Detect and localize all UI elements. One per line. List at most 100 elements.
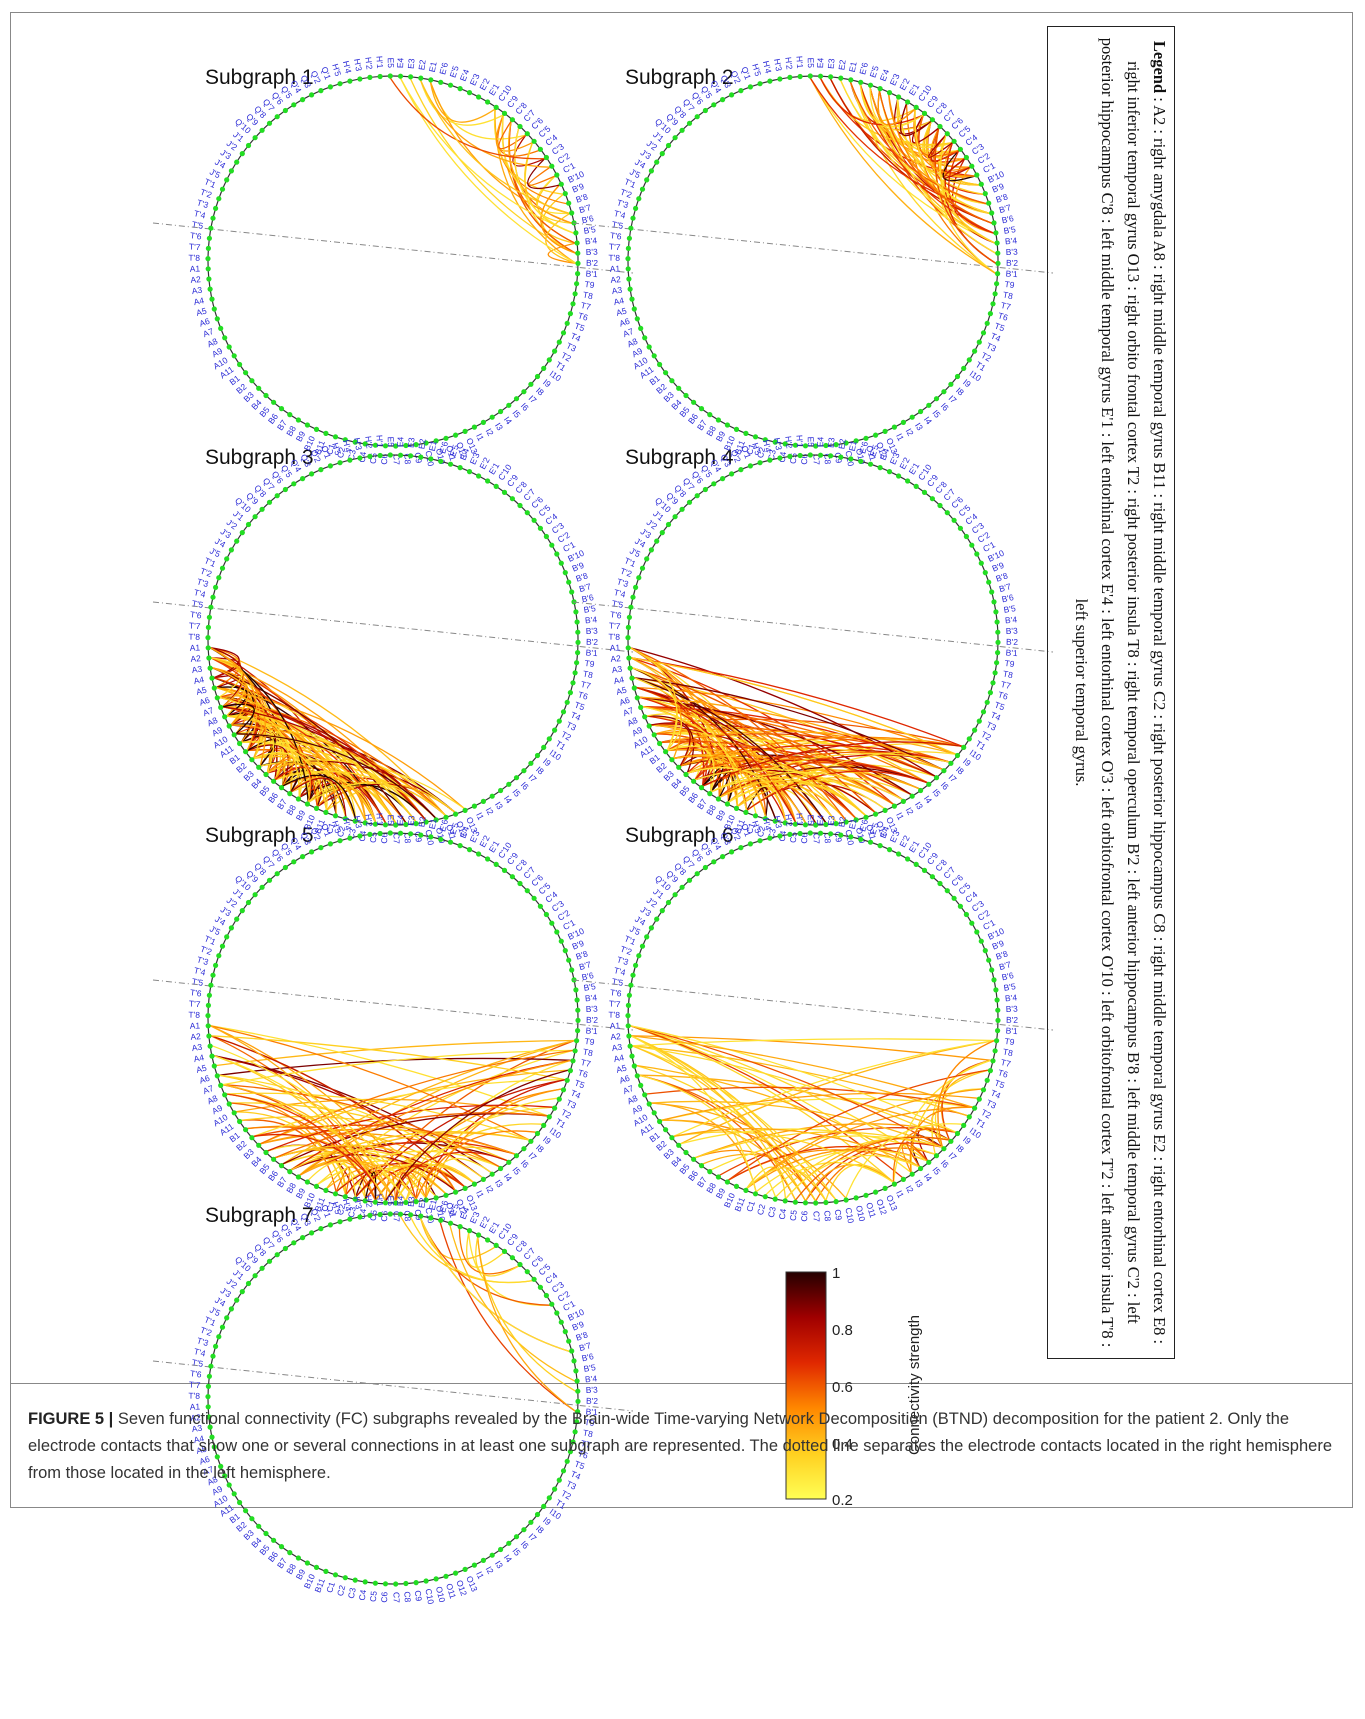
electrode-node: [886, 90, 893, 96]
electrode-label: T'2: [199, 566, 213, 579]
electrode-label: T'8: [608, 632, 620, 642]
electrode-node: [853, 817, 859, 823]
electrode-node: [205, 1394, 211, 1400]
electrode-node: [466, 469, 473, 475]
electrode-node: [403, 1580, 409, 1587]
electrode-node: [633, 962, 639, 969]
electrode-label: I4: [922, 415, 934, 427]
electrode-label: T7: [580, 679, 592, 691]
electrode-node: [994, 1038, 1000, 1044]
connection-arc: [316, 1150, 500, 1186]
electrode-node: [556, 1096, 562, 1102]
electrode-node: [372, 1580, 378, 1586]
electrode-label: A3: [611, 664, 623, 675]
electrode-node: [989, 210, 995, 216]
electrode-node: [309, 92, 315, 98]
connection-arc: [389, 77, 545, 160]
connection-arc: [825, 1164, 894, 1201]
connection-arc: [222, 1084, 500, 1168]
electrode-node: [642, 335, 648, 341]
electrode-node: [634, 695, 640, 701]
electrode-node: [413, 1580, 419, 1586]
electrode-node: [205, 635, 211, 641]
electrode-label: T'6: [190, 609, 203, 620]
electrode-node: [382, 1581, 389, 1587]
electrode-node: [408, 453, 414, 459]
electrode-node: [282, 486, 288, 493]
electrode-label: E'5: [448, 443, 461, 458]
electrode-node: [256, 1523, 262, 1529]
electrode-node: [228, 1306, 234, 1312]
electrode-node: [252, 135, 258, 141]
electrode-label: A4: [193, 1433, 206, 1445]
electrode-node: [347, 1216, 353, 1222]
electrode-label: B7: [275, 1556, 289, 1570]
electrode-node: [428, 1215, 434, 1221]
connection-arc: [661, 740, 894, 805]
electrode-node: [625, 1002, 632, 1009]
electrode-node: [772, 818, 778, 824]
electrode-node: [300, 1235, 306, 1241]
electrode-label: T'3: [616, 197, 630, 210]
electrode-label: T'5: [191, 219, 204, 231]
electrode-node: [287, 1169, 293, 1175]
electrode-label: E5: [386, 437, 396, 448]
electrode-node: [453, 1570, 459, 1576]
electrode-label: A9: [630, 724, 644, 738]
connection-arc: [632, 1045, 950, 1141]
electrode-label: A3: [611, 285, 623, 296]
electrode-node: [978, 938, 984, 944]
electrode-label: B'5: [583, 981, 597, 993]
electrode-node: [457, 843, 463, 849]
electrode-label: B'3: [1006, 1004, 1019, 1015]
connection-arc: [425, 1088, 562, 1199]
electrode-node: [266, 877, 273, 883]
electrode-label: T3: [985, 719, 999, 732]
electrode-node: [792, 1199, 799, 1205]
electrode-node: [957, 146, 964, 152]
electrode-node: [291, 102, 297, 108]
electrode-node: [423, 819, 429, 825]
electrode-node: [214, 1073, 220, 1079]
connection-arc: [210, 1025, 530, 1141]
electrode-node: [295, 796, 301, 802]
electrode-label: T'5: [191, 1357, 204, 1369]
connection-arc: [755, 1149, 928, 1193]
electrode-node: [802, 1200, 809, 1206]
electrode-node: [630, 972, 636, 978]
connection-arc: [226, 715, 417, 823]
electrode-node: [313, 1183, 320, 1189]
electrode-node: [282, 864, 288, 871]
electrode-node: [206, 1033, 212, 1039]
electrode-node: [228, 168, 234, 174]
electrode-node: [219, 565, 226, 571]
electrode-node: [558, 560, 564, 566]
electrode-node: [663, 370, 669, 376]
electrode-node: [792, 442, 799, 448]
electrode-node: [913, 104, 919, 110]
electrode-node: [921, 489, 928, 495]
electrode-node: [560, 709, 567, 715]
electrode-label: A1: [610, 1020, 621, 1030]
electrode-label: B'8: [575, 1329, 590, 1342]
electrode-label: T'1: [203, 176, 218, 190]
electrode-label: T4: [569, 1088, 582, 1101]
hemisphere-divider: [152, 222, 634, 274]
electrode-label: C4: [357, 1589, 369, 1602]
connection-arc: [210, 1025, 548, 1117]
figure-caption: FIGURE 5 | Seven functional connectivity…: [28, 1406, 1338, 1487]
electrode-label: T'2: [619, 944, 633, 957]
electrode-node: [224, 556, 230, 562]
electrode-node: [636, 196, 642, 202]
electrode-node: [552, 727, 558, 733]
electrode-label: T5: [573, 1078, 586, 1091]
electrode-node: [648, 925, 655, 931]
electrode-node: [271, 399, 277, 405]
electrode-label: E'3: [888, 451, 902, 466]
electrode-node: [762, 816, 768, 822]
electrode-node: [222, 1473, 228, 1479]
electrode-label: I1: [894, 811, 906, 822]
electrode-label: I5: [930, 787, 942, 799]
subgraph-6-title: Subgraph 6: [625, 824, 734, 847]
connection-arc: [639, 1074, 957, 1133]
